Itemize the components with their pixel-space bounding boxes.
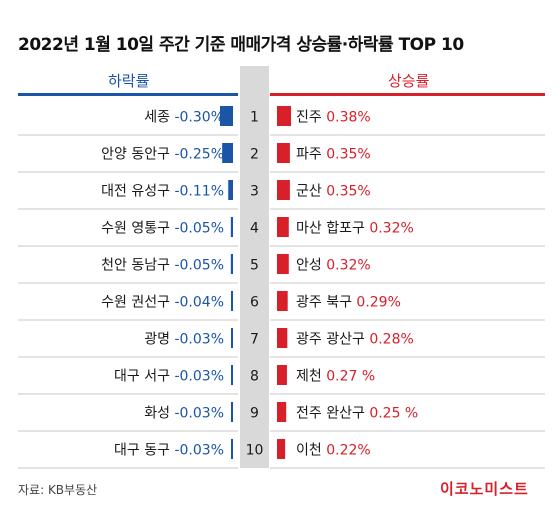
- rise-region: 파주: [296, 147, 326, 163]
- rank-number: 10: [246, 443, 264, 459]
- rise-value: 0.35%: [326, 184, 370, 200]
- rise-label: 광주 북구 0.29%: [296, 295, 401, 311]
- rise-value: 0.27 %: [326, 369, 375, 385]
- decline-value: -0.11%: [174, 184, 224, 200]
- rise-label: 이천 0.22%: [296, 443, 371, 459]
- rank-number: 9: [250, 406, 259, 422]
- source-note: 자료: KB부동산: [18, 483, 98, 497]
- decline-bar: [230, 254, 233, 274]
- decline-label: 화성 -0.03%: [144, 406, 224, 422]
- rise-region: 전주 완산구: [296, 406, 369, 422]
- rise-label: 마산 합포구 0.32%: [296, 221, 414, 237]
- rise-label: 전주 완산구 0.25 %: [296, 406, 418, 422]
- rise-value: 0.32%: [326, 258, 370, 274]
- decline-bar: [231, 439, 233, 459]
- rise-bar: [277, 365, 287, 385]
- decline-bar: [231, 365, 233, 385]
- decline-value: -0.03%: [174, 406, 224, 422]
- rank-number: 2: [250, 147, 259, 163]
- decline-label: 대전 유성구 -0.11%: [101, 184, 224, 200]
- rank-number: 1: [250, 110, 259, 126]
- decline-label: 안양 동안구 -0.25%: [101, 147, 224, 163]
- rise-label: 제천 0.27 %: [296, 369, 375, 385]
- decline-bar: [228, 180, 233, 200]
- decline-region: 수원 권선구: [101, 295, 174, 311]
- rise-region: 제천: [296, 369, 326, 385]
- rank-number: 5: [250, 258, 259, 274]
- rise-region: 이천: [296, 443, 326, 459]
- decline-value: -0.03%: [174, 332, 224, 348]
- rise-region: 군산: [296, 184, 326, 200]
- decline-value: -0.25%: [174, 147, 224, 163]
- decline-value: -0.03%: [174, 443, 224, 459]
- rank-number: 7: [250, 332, 259, 348]
- decline-bar: [230, 217, 233, 237]
- rank-number: 8: [250, 369, 259, 385]
- decline-value: -0.04%: [174, 295, 224, 311]
- rise-region: 안성: [296, 258, 326, 274]
- rise-value: 0.32%: [369, 221, 413, 237]
- decline-region: 수원 영통구: [101, 221, 174, 237]
- rise-header-rule: [270, 93, 545, 96]
- decline-header-rule: [18, 93, 238, 96]
- rise-label: 군산 0.35%: [296, 184, 371, 200]
- decline-label: 광명 -0.03%: [144, 332, 224, 348]
- decline-region: 대구 서구: [114, 369, 174, 385]
- decline-label: 천안 동남구 -0.05%: [101, 258, 224, 274]
- rise-value: 0.38%: [326, 110, 370, 126]
- decline-region: 안양 동안구: [101, 147, 174, 163]
- decline-region: 광명: [144, 332, 174, 348]
- rise-bar: [277, 402, 287, 422]
- rise-region: 진주: [296, 110, 326, 126]
- rise-bar: [277, 180, 290, 200]
- decline-region: 대전 유성구: [101, 184, 174, 200]
- decline-label: 수원 영통구 -0.05%: [101, 221, 224, 237]
- rise-header: 상승률: [388, 72, 430, 90]
- rise-label: 파주 0.35%: [296, 147, 371, 163]
- decline-label: 대구 동구 -0.03%: [114, 443, 224, 459]
- rank-column: [240, 66, 269, 468]
- rise-label: 진주 0.38%: [296, 110, 371, 126]
- rise-value: 0.25 %: [369, 406, 418, 422]
- rise-bar: [277, 254, 289, 274]
- rank-number: 6: [250, 295, 259, 311]
- decline-bar: [231, 291, 233, 311]
- brand-logo: 이코노미스트: [440, 480, 529, 498]
- rank-number: 3: [250, 184, 259, 200]
- decline-label: 대구 서구 -0.03%: [114, 369, 224, 385]
- rise-bar: [277, 328, 288, 348]
- decline-bar: [220, 106, 233, 126]
- rise-bar: [277, 143, 290, 163]
- decline-region: 화성: [144, 406, 174, 422]
- chart-title: 2022년 1월 10일 주간 기준 매매가격 상승률·하락률 TOP 10: [18, 35, 464, 55]
- rank-number: 4: [250, 221, 259, 237]
- rise-region: 광주 북구: [296, 295, 356, 311]
- decline-header: 하락률: [108, 72, 150, 90]
- rise-value: 0.29%: [356, 295, 400, 311]
- decline-value: -0.03%: [174, 369, 224, 385]
- decline-region: 천안 동남구: [101, 258, 174, 274]
- rise-region: 광주 광산구: [296, 332, 369, 348]
- rise-bar: [277, 106, 291, 126]
- rise-label: 광주 광산구 0.28%: [296, 332, 414, 348]
- decline-bar: [231, 328, 233, 348]
- decline-value: -0.30%: [174, 110, 224, 126]
- rise-value: 0.35%: [326, 147, 370, 163]
- rise-region: 마산 합포구: [296, 221, 369, 237]
- decline-bar: [231, 402, 233, 422]
- rise-bar: [277, 439, 286, 459]
- decline-label: 수원 권선구 -0.04%: [101, 295, 224, 311]
- rise-bar: [277, 291, 288, 311]
- decline-value: -0.05%: [174, 258, 224, 274]
- decline-bar: [222, 143, 233, 163]
- decline-region: 세종: [144, 110, 174, 126]
- rise-label: 안성 0.32%: [296, 258, 371, 274]
- rise-value: 0.28%: [369, 332, 413, 348]
- decline-region: 대구 동구: [114, 443, 174, 459]
- rise-value: 0.22%: [326, 443, 370, 459]
- decline-label: 세종 -0.30%: [144, 110, 224, 126]
- rise-bar: [277, 217, 289, 237]
- decline-value: -0.05%: [174, 221, 224, 237]
